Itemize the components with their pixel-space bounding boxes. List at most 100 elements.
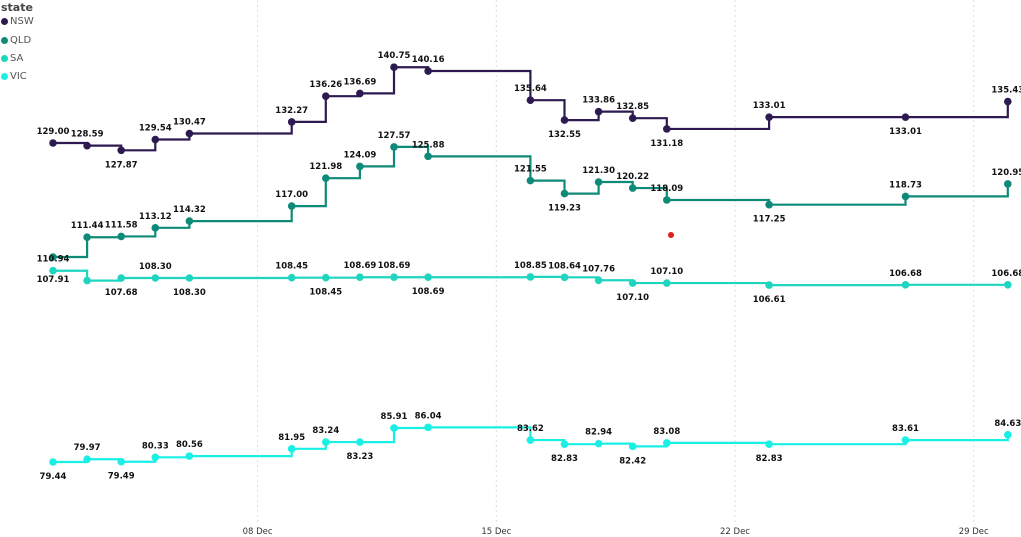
- data-point-sa: [49, 266, 57, 275]
- legend-item-qld[interactable]: QLD: [1, 35, 31, 46]
- data-label: 120.22: [616, 172, 649, 182]
- data-label: 125.88: [412, 140, 445, 150]
- data-label: 121.98: [309, 162, 342, 172]
- data-label: 135.43: [991, 86, 1021, 96]
- data-point-qld: [390, 143, 398, 151]
- data-label: 121.30: [582, 166, 615, 176]
- legend-label: NSW: [10, 16, 34, 27]
- data-point-nsw: [151, 135, 160, 144]
- legend-dot-icon: [1, 37, 8, 44]
- data-point-qld: [83, 233, 91, 242]
- data-point-vic: [83, 455, 91, 464]
- data-label: 82.42: [619, 456, 646, 466]
- legend-item-sa[interactable]: SA: [1, 53, 23, 64]
- data-point-vic: [628, 442, 637, 451]
- data-point-sa: [390, 273, 398, 282]
- data-label: 121.55: [514, 165, 547, 175]
- data-point-sa: [663, 279, 671, 287]
- x-tick-label: 15 Dec: [481, 527, 511, 537]
- data-label: 140.16: [412, 55, 445, 65]
- data-point-vic: [424, 423, 432, 432]
- data-label: 135.64: [514, 84, 547, 94]
- legend-dot-icon: [1, 73, 8, 80]
- data-point-vic: [765, 440, 773, 449]
- data-label: 106.68: [889, 269, 922, 279]
- data-label: 127.57: [378, 131, 411, 141]
- data-point-nsw: [663, 125, 671, 133]
- legend-title: state: [1, 1, 33, 14]
- data-point-qld: [1004, 180, 1012, 188]
- data-label: 140.75: [378, 51, 411, 61]
- data-label: 107.91: [37, 275, 70, 285]
- legend-label: QLD: [10, 35, 32, 46]
- data-point-sa: [185, 274, 194, 282]
- data-label: 83.62: [517, 424, 544, 434]
- data-label: 133.01: [889, 127, 922, 137]
- data-label: 117.25: [753, 215, 786, 225]
- data-point-nsw: [356, 89, 364, 98]
- data-point-nsw: [117, 146, 125, 155]
- data-label: 118.09: [650, 184, 683, 194]
- data-point-qld: [117, 232, 125, 241]
- data-label: 107.10: [616, 293, 649, 303]
- data-point-nsw: [424, 67, 432, 75]
- data-label: 119.23: [548, 204, 581, 214]
- data-label: 82.83: [756, 454, 783, 464]
- data-label: 132.27: [275, 106, 308, 116]
- data-point-nsw: [287, 118, 296, 126]
- data-label: 136.69: [343, 77, 376, 87]
- data-point-sa: [83, 276, 91, 285]
- series-line-qld: [53, 145, 1009, 259]
- cursor-marker-icon: [668, 232, 674, 238]
- data-point-qld: [526, 176, 535, 185]
- data-point-vic: [663, 439, 671, 447]
- data-label: 133.01: [753, 101, 786, 111]
- data-label: 114.32: [173, 205, 206, 215]
- data-point-vic: [185, 452, 194, 460]
- data-label: 82.83: [551, 454, 578, 464]
- series-line-sa: [53, 269, 1008, 287]
- data-point-vic: [49, 458, 57, 466]
- data-point-sa: [628, 279, 637, 287]
- data-point-sa: [117, 274, 125, 282]
- data-label: 106.61: [753, 295, 786, 305]
- data-point-qld: [185, 217, 194, 225]
- data-label: 83.23: [346, 452, 373, 462]
- data-point-qld: [663, 196, 671, 204]
- data-point-nsw: [185, 129, 194, 138]
- data-label: 133.86: [582, 96, 615, 106]
- data-label: 86.04: [415, 411, 442, 421]
- data-label: 117.00: [275, 190, 308, 200]
- data-label: 129.00: [37, 127, 70, 137]
- data-point-qld: [765, 200, 773, 209]
- data-label: 80.33: [142, 441, 169, 451]
- data-label: 132.55: [548, 130, 581, 140]
- data-point-qld: [424, 152, 432, 161]
- legend-item-nsw[interactable]: NSW: [1, 16, 34, 27]
- data-point-qld: [628, 184, 637, 192]
- data-point-nsw: [765, 113, 773, 121]
- data-label: 107.68: [105, 288, 138, 298]
- data-label: 84.63: [994, 419, 1021, 429]
- data-label: 106.68: [991, 269, 1021, 279]
- data-label: 79.97: [74, 443, 101, 453]
- data-point-nsw: [526, 96, 535, 104]
- data-point-qld: [594, 178, 603, 186]
- x-tick-label: 29 Dec: [959, 527, 989, 537]
- data-point-vic: [151, 453, 160, 462]
- x-tick-label: 22 Dec: [720, 527, 750, 537]
- data-label: 107.76: [582, 264, 615, 274]
- legend-dot-icon: [1, 18, 8, 25]
- legend-item-vic[interactable]: VIC: [1, 71, 27, 82]
- data-label: 108.85: [514, 261, 547, 271]
- data-point-nsw: [628, 114, 637, 122]
- data-point-vic: [356, 438, 364, 446]
- data-label: 128.59: [71, 130, 104, 140]
- data-point-nsw: [83, 141, 91, 150]
- data-label: 108.30: [173, 288, 206, 298]
- legend-label: SA: [10, 53, 24, 64]
- data-point-vic: [1004, 430, 1012, 439]
- data-point-sa: [1004, 281, 1012, 289]
- data-point-nsw: [322, 92, 330, 100]
